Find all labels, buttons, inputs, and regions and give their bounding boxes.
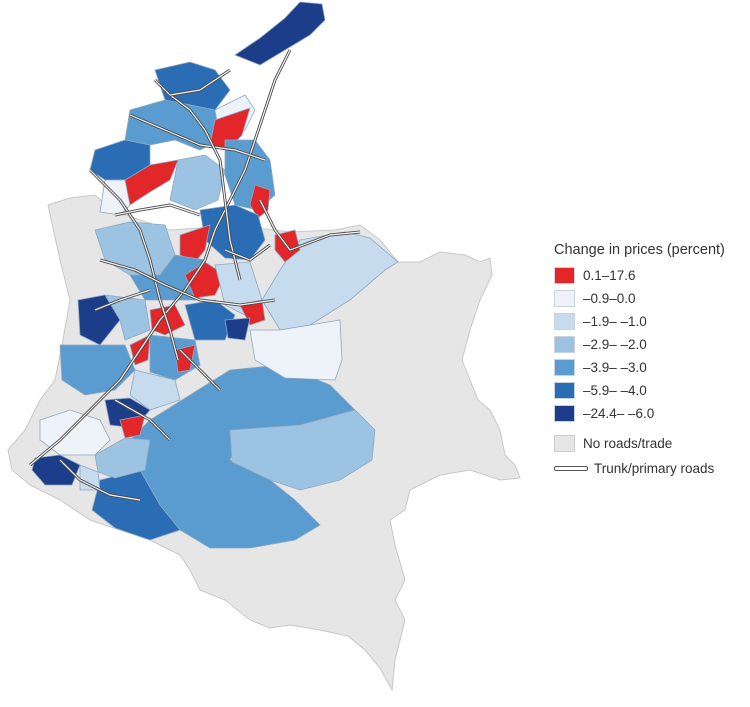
- municipality-region: [234, 1, 326, 66]
- map-legend: Change in prices (percent) 0.1–17.6 –0.9–…: [554, 242, 750, 479]
- legend-item-class-6: –24.4– –6.0: [554, 402, 750, 425]
- municipality-region: [129, 369, 181, 411]
- legend-swatch-class-6: [554, 405, 575, 422]
- trunk-road: [114, 399, 171, 441]
- trunk-road: [224, 244, 271, 261]
- legend-item-class-3: –2.9– –2.0: [554, 333, 750, 356]
- legend-swatch-class-5: [554, 382, 575, 399]
- legend-label-class-2: –1.9– –1.0: [583, 314, 647, 329]
- legend-swatch-class-3: [554, 336, 575, 353]
- legend-swatch-class-0: [554, 267, 575, 284]
- municipality-region: [224, 317, 251, 341]
- municipality-region: [179, 224, 211, 263]
- legend-label-class-0: 0.1–17.6: [583, 268, 636, 283]
- municipality-region: [229, 409, 376, 491]
- municipality-region: [261, 231, 399, 331]
- trunk-road: [89, 169, 179, 361]
- legend-label-no-data: No roads/trade: [583, 436, 673, 451]
- trunk-road: [154, 69, 231, 96]
- municipality-region: [249, 319, 343, 381]
- legend-title: Change in prices (percent): [554, 242, 725, 258]
- trunk-road: [99, 259, 276, 306]
- legend-label-class-4: –3.9– –3.0: [583, 360, 647, 375]
- legend-label-roads: Trunk/primary roads: [594, 460, 715, 476]
- trunk-road: [29, 49, 291, 466]
- municipality-region: [104, 294, 151, 341]
- legend-swatch-class-1: [554, 290, 575, 307]
- trunk-road: [169, 94, 241, 281]
- legend-swatch-class-2: [554, 313, 575, 330]
- legend-item-no-data: No roads/trade: [554, 432, 750, 455]
- trunk-road: [129, 114, 266, 161]
- trunk-road: [94, 289, 151, 311]
- legend-label-class-5: –5.9– –4.0: [583, 383, 647, 398]
- municipality-region: [169, 154, 226, 211]
- trunk-road: [179, 349, 221, 391]
- legend-item-class-1: –0.9–0.0: [554, 287, 750, 310]
- municipality-region: [91, 469, 181, 541]
- legend-label-class-3: –2.9– –2.0: [583, 337, 647, 352]
- trunk-road: [259, 199, 361, 251]
- legend-swatch-class-4: [554, 359, 575, 376]
- municipality-region: [199, 204, 266, 261]
- municipality-region: [119, 414, 146, 439]
- legend-item-roads: Trunk/primary roads: [554, 457, 750, 479]
- legend-label-class-1: –0.9–0.0: [583, 291, 636, 306]
- municipality-region: [77, 294, 121, 346]
- road-line-icon: [554, 465, 588, 471]
- legend-item-class-4: –3.9– –3.0: [554, 356, 750, 379]
- legend-label-class-6: –24.4– –6.0: [583, 406, 655, 421]
- legend-swatch-no-data: [554, 435, 575, 452]
- legend-item-class-0: 0.1–17.6: [554, 264, 750, 287]
- trunk-road: [59, 459, 141, 501]
- trunk-road: [114, 204, 201, 216]
- municipality-region: [31, 454, 81, 486]
- legend-item-class-2: –1.9– –1.0: [554, 310, 750, 333]
- legend-item-class-5: –5.9– –4.0: [554, 379, 750, 402]
